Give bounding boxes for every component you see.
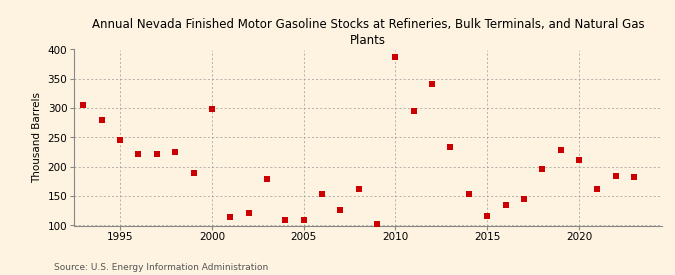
Point [574, 158, 585, 162]
Point [592, 187, 603, 191]
Point [372, 222, 383, 226]
Point [317, 192, 327, 197]
Point [170, 150, 181, 154]
Point [555, 148, 566, 153]
Point [518, 197, 529, 201]
Text: Source: U.S. Energy Information Administration: Source: U.S. Energy Information Administ… [54, 263, 268, 272]
Point [261, 176, 272, 181]
Point [280, 218, 291, 222]
Point [464, 192, 475, 197]
Point [97, 118, 107, 122]
Point [500, 203, 511, 207]
Title: Annual Nevada Finished Motor Gasoline Stocks at Refineries, Bulk Terminals, and : Annual Nevada Finished Motor Gasoline St… [92, 18, 644, 47]
Point [78, 103, 89, 108]
Y-axis label: Thousand Barrels: Thousand Barrels [32, 92, 42, 183]
Point [188, 170, 199, 175]
Point [115, 138, 126, 143]
Point [335, 207, 346, 212]
Point [427, 82, 437, 86]
Point [243, 210, 254, 215]
Point [537, 167, 547, 171]
Point [408, 108, 419, 113]
Point [298, 218, 309, 222]
Point [482, 213, 493, 218]
Point [133, 152, 144, 156]
Point [390, 54, 401, 59]
Point [445, 145, 456, 149]
Point [628, 175, 639, 180]
Point [353, 186, 364, 191]
Point [207, 107, 217, 112]
Point [151, 152, 162, 156]
Point [225, 214, 236, 219]
Point [610, 174, 621, 178]
